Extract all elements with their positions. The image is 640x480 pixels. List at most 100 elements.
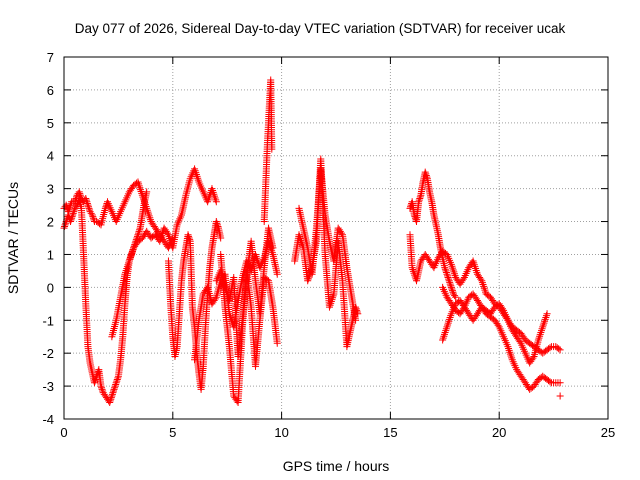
data-point xyxy=(68,213,76,221)
data-point xyxy=(83,198,91,206)
data-point xyxy=(556,392,564,400)
data-point xyxy=(542,313,550,321)
data-point xyxy=(61,221,69,229)
data-point xyxy=(442,269,450,277)
data-point xyxy=(441,328,449,336)
data-point xyxy=(447,282,455,290)
data-point xyxy=(441,265,449,273)
y-tick-label: -4 xyxy=(42,412,54,427)
data-point xyxy=(451,292,459,300)
data-point xyxy=(111,384,119,392)
data-point xyxy=(113,376,121,384)
data-point xyxy=(480,284,488,292)
data-point xyxy=(477,275,485,283)
data-point xyxy=(538,325,546,333)
y-tick-label: 3 xyxy=(47,182,54,197)
data-point xyxy=(86,206,94,214)
x-tick-label: 0 xyxy=(60,425,67,440)
data-point xyxy=(136,186,144,194)
data-point xyxy=(82,196,90,204)
data-point xyxy=(88,211,96,219)
data-point xyxy=(84,201,92,209)
data-point xyxy=(217,234,225,242)
data-point xyxy=(136,184,144,192)
data-point xyxy=(543,310,551,318)
data-point xyxy=(85,204,93,212)
data-point xyxy=(134,231,142,239)
data-point xyxy=(535,334,543,342)
data-point xyxy=(443,323,451,331)
data-point xyxy=(449,266,457,274)
data-point xyxy=(546,344,554,352)
data-point xyxy=(67,216,75,224)
data-point xyxy=(445,315,453,323)
data-point xyxy=(537,328,545,336)
data-point xyxy=(448,287,456,295)
data-point xyxy=(546,378,554,386)
data-point xyxy=(445,277,453,285)
data-point xyxy=(109,389,117,397)
data-point xyxy=(106,397,114,405)
data-point xyxy=(445,275,453,283)
data-point xyxy=(452,293,460,301)
y-tick-label: 1 xyxy=(47,247,54,262)
data-point xyxy=(273,270,281,278)
data-point xyxy=(353,308,361,316)
data-point xyxy=(268,249,276,257)
data-point xyxy=(62,219,70,227)
y-tick-label: -3 xyxy=(42,379,54,394)
y-tick-label: 4 xyxy=(47,149,54,164)
data-point xyxy=(108,390,116,398)
y-tick-label: 0 xyxy=(47,280,54,295)
data-point xyxy=(273,339,281,347)
data-point xyxy=(98,384,106,392)
data-point xyxy=(214,222,222,230)
data-point xyxy=(114,374,122,382)
y-axis-label: SDTVAR / TECUs xyxy=(5,182,21,294)
data-point xyxy=(440,332,448,340)
data-point xyxy=(447,283,455,291)
x-tick-label: 15 xyxy=(383,425,397,440)
data-point xyxy=(444,321,452,329)
data-point xyxy=(106,399,114,407)
data-point xyxy=(536,332,544,340)
data-point xyxy=(87,209,95,217)
data-point xyxy=(70,208,78,216)
data-point xyxy=(89,213,97,221)
data-point xyxy=(445,317,453,325)
data-point xyxy=(494,321,502,329)
data-point xyxy=(108,392,116,400)
data-point xyxy=(416,195,424,203)
data-point xyxy=(184,231,192,239)
data-point xyxy=(126,255,134,263)
data-point xyxy=(539,321,547,329)
data-point xyxy=(352,305,360,313)
data-point xyxy=(446,278,454,286)
data-point xyxy=(415,198,423,206)
data-point xyxy=(536,330,544,338)
y-tick-label: -2 xyxy=(42,346,54,361)
data-point xyxy=(211,295,219,303)
data-point xyxy=(135,227,143,235)
data-point xyxy=(506,350,514,358)
data-point xyxy=(439,336,447,344)
data-point xyxy=(113,377,121,385)
data-point xyxy=(415,196,423,204)
data-point xyxy=(409,265,417,273)
data-point xyxy=(68,214,76,222)
data-point xyxy=(449,288,457,296)
data-point xyxy=(441,264,449,272)
data-point xyxy=(101,204,109,212)
data-point xyxy=(268,145,276,153)
y-tick-label: 2 xyxy=(47,215,54,230)
data-point xyxy=(421,168,429,176)
data-point xyxy=(442,327,450,335)
data-point xyxy=(143,188,151,196)
data-point xyxy=(107,394,115,402)
data-point xyxy=(61,222,69,230)
x-tick-label: 10 xyxy=(274,425,288,440)
data-point xyxy=(112,379,120,387)
data-point xyxy=(450,268,458,276)
data-point xyxy=(210,192,218,200)
